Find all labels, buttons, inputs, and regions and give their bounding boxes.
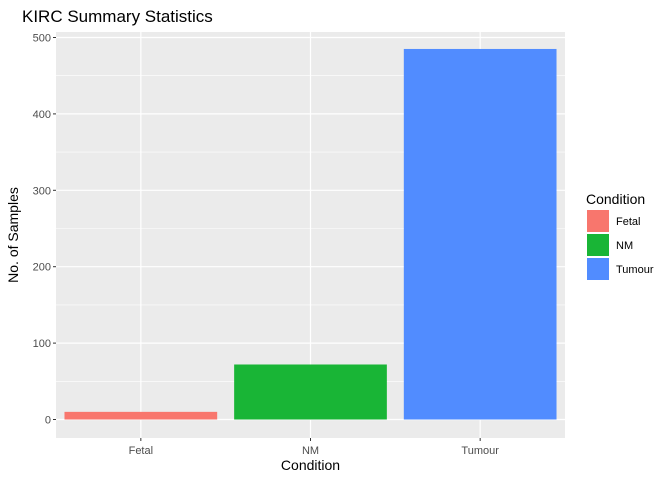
y-tick-label: 400	[33, 109, 51, 121]
x-tick-label: Fetal	[129, 445, 153, 457]
y-tick-label: 0	[45, 415, 51, 427]
legend-title: Condition	[586, 191, 645, 207]
y-tick-label: 500	[33, 33, 51, 45]
y-tick-label: 300	[33, 185, 51, 197]
legend-swatch-nm	[587, 234, 609, 256]
legend-label-tumour: Tumour	[616, 264, 654, 276]
x-axis-title: Condition	[281, 457, 340, 473]
y-tick-label: 100	[33, 338, 51, 350]
legend-swatch-tumour	[587, 258, 609, 280]
legend: Condition Fetal NM Tumour	[586, 191, 654, 280]
x-axis: Fetal NM Tumour	[129, 438, 499, 457]
legend-label-fetal: Fetal	[616, 216, 640, 228]
y-axis: 0 100 200 300 400 500	[33, 33, 56, 427]
bars	[64, 48, 557, 420]
bar-tumour	[403, 48, 557, 420]
x-tick-label: Tumour	[461, 445, 499, 457]
legend-label-nm: NM	[616, 240, 633, 252]
legend-swatch-fetal	[587, 210, 609, 232]
y-tick-label: 200	[33, 262, 51, 274]
x-tick-label: NM	[302, 445, 319, 457]
chart-title: KIRC Summary Statistics	[22, 7, 213, 26]
bar-nm	[234, 364, 387, 420]
bar-fetal	[64, 411, 218, 420]
y-axis-title: No. of Samples	[5, 187, 21, 283]
